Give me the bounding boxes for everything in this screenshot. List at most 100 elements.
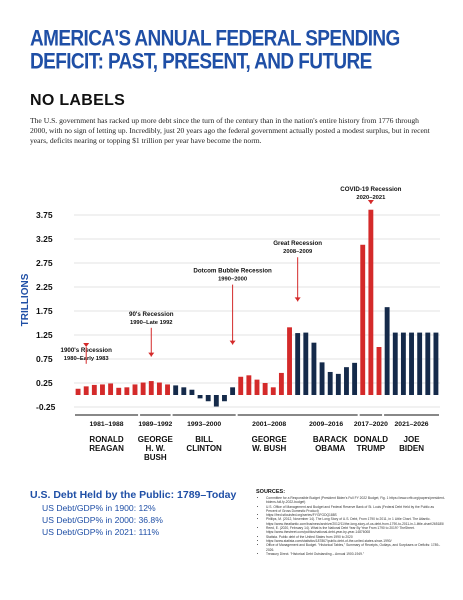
bar — [262, 383, 268, 395]
president-name: REAGAN — [89, 444, 124, 453]
y-tick-label: 3.75 — [36, 210, 53, 220]
y-axis-label: TRILLIONS — [20, 273, 31, 326]
president-name: BUSH — [144, 453, 167, 462]
bar — [433, 332, 439, 395]
bar — [344, 367, 349, 395]
recession-arrowhead — [83, 343, 90, 347]
y-tick-label: 1.75 — [36, 306, 53, 316]
period-label: 2009–2016 — [309, 421, 343, 428]
recession-label: 1990–Late 1992 — [130, 320, 173, 326]
source-item: Treasury Direct. "Historical Debt Outsta… — [266, 552, 446, 556]
period-labels: 1981–1988 1989–1992 1993–2000 2001–2008 2009… — [75, 414, 439, 428]
bar — [132, 384, 138, 395]
period-label: 2001–2008 — [252, 421, 286, 428]
debt-heading: U.S. Debt Held by the Public: 1789–Today — [30, 489, 237, 501]
bar — [311, 342, 317, 395]
recession-label: COVID-19 Recession — [340, 186, 401, 193]
bar — [303, 332, 309, 395]
bar — [254, 379, 260, 395]
bar — [173, 385, 179, 395]
president-name: BARACK — [313, 435, 348, 444]
bar — [335, 373, 341, 395]
bar — [197, 395, 203, 399]
y-tick-label: 0.25 — [36, 378, 53, 388]
president-name: GEORGE — [252, 435, 288, 444]
y-tick-labels: 3.75 3.25 2.75 2.25 1.75 1.25 0.75 0.25 -0.25 — [36, 210, 56, 412]
bar — [116, 387, 122, 395]
president-name: OBAMA — [315, 444, 345, 453]
page-title: AMERICA'S ANNUAL FEDERAL SPENDING DEFICI… — [30, 26, 400, 74]
bar — [213, 395, 219, 407]
y-tick-label: 0.75 — [36, 354, 53, 364]
bar — [181, 387, 187, 395]
bar — [246, 375, 252, 395]
recession-arrowhead — [367, 199, 374, 204]
president-name: JOE — [404, 435, 421, 444]
president-name: TRUMP — [357, 444, 386, 453]
period-label: 1989–1992 — [138, 421, 172, 428]
source-item: https://fred.stlouisfed.org/series/FYGFG… — [266, 513, 446, 517]
president-name: DONALD — [354, 435, 388, 444]
bar — [384, 307, 390, 395]
bar — [295, 333, 301, 395]
y-tick-label: -0.25 — [36, 402, 56, 412]
y-tick-label: 2.25 — [36, 282, 53, 292]
bar — [222, 395, 227, 402]
president-name: GEORGE — [138, 435, 174, 444]
period-label: 1981–1988 — [90, 421, 124, 428]
period-label: 1993–2000 — [187, 421, 221, 428]
bar — [108, 383, 114, 395]
bar — [156, 382, 162, 395]
bar — [287, 327, 292, 395]
debt-line: US Debt/GDP% in 1900: 12% — [42, 503, 156, 513]
bar — [327, 371, 333, 395]
bar — [368, 209, 374, 395]
y-tick-label: 3.25 — [36, 234, 53, 244]
source-item: Committee for a Responsible Budget (Pres… — [266, 496, 446, 505]
president-name: BILL — [195, 435, 213, 444]
period-label: 2021–2026 — [395, 421, 429, 428]
bar — [425, 332, 431, 395]
deficit-bar-chart: 3.75 3.25 2.75 2.25 1.75 1.25 0.75 0.25 -0.25 TR… — [20, 186, 440, 462]
bar — [205, 395, 211, 402]
sources-list: Committee for a Responsible Budget (Pres… — [256, 496, 446, 556]
bar — [100, 384, 105, 395]
recession-label: Great Recession — [273, 240, 322, 247]
bar — [140, 382, 146, 395]
y-tick-label: 2.75 — [36, 258, 53, 268]
bar — [319, 362, 325, 395]
recession-label: 2008–2009 — [283, 249, 313, 255]
president-name: BIDEN — [399, 444, 424, 453]
bar — [238, 376, 244, 395]
period-label: 2017–2020 — [354, 421, 388, 428]
source-item: U.S. Office of Management and Budget and… — [266, 505, 446, 514]
bar — [352, 362, 358, 395]
debt-line: US Debt/GDP% in 2021: 111% — [42, 527, 160, 537]
recession-label: 2020–2021 — [356, 195, 386, 201]
bar — [230, 387, 236, 395]
bar — [124, 387, 130, 395]
recession-label: 90's Recession — [129, 311, 174, 318]
source-item: Office of Management and Budget. "Histor… — [266, 543, 446, 552]
bar — [165, 384, 170, 395]
bar — [409, 332, 414, 395]
bar — [417, 332, 423, 395]
recession-arrowhead — [229, 340, 236, 345]
president-name: H. W. — [146, 444, 166, 453]
source-item: Statista. Public debt of the United Stat… — [266, 535, 446, 539]
recession-label: Dotcom Bubble Recession — [193, 268, 272, 275]
gridlines — [74, 214, 440, 408]
president-name: RONALD — [89, 435, 123, 444]
bar — [91, 384, 97, 395]
president-name: CLINTON — [186, 444, 222, 453]
bar — [392, 332, 398, 395]
bar — [148, 381, 154, 395]
bar — [400, 332, 406, 395]
bar — [376, 347, 382, 395]
bar — [360, 244, 366, 395]
bar — [270, 387, 276, 395]
source-item: Phillips, M. (2012, November 14). The Lo… — [266, 517, 446, 526]
bar — [189, 389, 195, 395]
